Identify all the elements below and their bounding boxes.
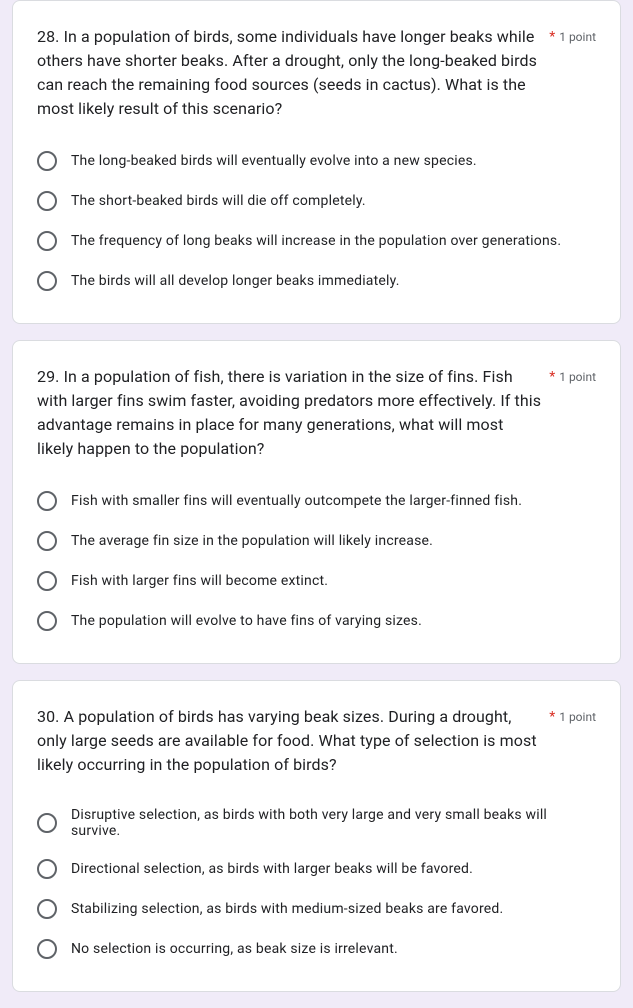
radio-icon[interactable] <box>37 191 57 211</box>
question-header: 29. In a population of fish, there is va… <box>37 365 596 461</box>
option-label: Fish with larger fins will become extinc… <box>71 573 328 589</box>
question-number: 30. <box>37 707 60 726</box>
radio-icon[interactable] <box>37 491 57 511</box>
option-label: No selection is occurring, as beak size … <box>71 941 398 957</box>
radio-icon[interactable] <box>37 531 57 551</box>
options-list: Disruptive selection, as birds with both… <box>37 799 596 967</box>
question-body: In a population of birds, some individua… <box>37 27 537 118</box>
option-row[interactable]: No selection is occurring, as beak size … <box>37 931 596 967</box>
question-header: 28. In a population of birds, some indiv… <box>37 25 596 121</box>
question-meta: * 1 point <box>549 25 596 47</box>
option-row[interactable]: The long-beaked birds will eventually ev… <box>37 143 596 179</box>
question-card: 30. A population of birds has varying be… <box>12 680 621 992</box>
points-label: 1 point <box>559 367 596 387</box>
question-text: 29. In a population of fish, there is va… <box>37 365 541 461</box>
question-number: 28. <box>37 27 60 46</box>
question-text: 30. A population of birds has varying be… <box>37 705 541 777</box>
option-row[interactable]: The average fin size in the population w… <box>37 523 596 559</box>
radio-icon[interactable] <box>37 151 57 171</box>
required-marker: * <box>549 27 555 47</box>
option-label: The frequency of long beaks will increas… <box>71 233 561 249</box>
option-label: Directional selection, as birds with lar… <box>71 861 473 877</box>
option-row[interactable]: The frequency of long beaks will increas… <box>37 223 596 259</box>
option-row[interactable]: The birds will all develop longer beaks … <box>37 263 596 299</box>
question-meta: * 1 point <box>549 705 596 727</box>
points-label: 1 point <box>559 707 596 727</box>
option-row[interactable]: Fish with smaller fins will eventually o… <box>37 483 596 519</box>
option-label: Disruptive selection, as birds with both… <box>71 807 596 839</box>
radio-icon[interactable] <box>37 271 57 291</box>
option-label: The long-beaked birds will eventually ev… <box>71 153 477 169</box>
option-row[interactable]: Stabilizing selection, as birds with med… <box>37 891 596 927</box>
option-row[interactable]: The population will evolve to have fins … <box>37 603 596 639</box>
radio-icon[interactable] <box>37 899 57 919</box>
option-label: The average fin size in the population w… <box>71 533 433 549</box>
option-row[interactable]: Disruptive selection, as birds with both… <box>37 799 596 847</box>
question-card: 29. In a population of fish, there is va… <box>12 340 621 664</box>
required-marker: * <box>549 707 555 727</box>
radio-icon[interactable] <box>37 231 57 251</box>
radio-icon[interactable] <box>37 859 57 879</box>
option-label: The population will evolve to have fins … <box>71 613 422 629</box>
option-label: The short-beaked birds will die off comp… <box>71 193 366 209</box>
radio-icon[interactable] <box>37 813 57 833</box>
options-list: Fish with smaller fins will eventually o… <box>37 483 596 639</box>
question-header: 30. A population of birds has varying be… <box>37 705 596 777</box>
required-marker: * <box>549 367 555 387</box>
question-meta: * 1 point <box>549 365 596 387</box>
question-body: A population of birds has varying beak s… <box>37 707 537 774</box>
option-row[interactable]: Directional selection, as birds with lar… <box>37 851 596 887</box>
radio-icon[interactable] <box>37 939 57 959</box>
question-number: 29. <box>37 367 60 386</box>
points-label: 1 point <box>559 27 596 47</box>
option-label: Stabilizing selection, as birds with med… <box>71 901 503 917</box>
option-label: The birds will all develop longer beaks … <box>71 273 400 289</box>
question-text: 28. In a population of birds, some indiv… <box>37 25 541 121</box>
radio-icon[interactable] <box>37 571 57 591</box>
option-label: Fish with smaller fins will eventually o… <box>71 493 522 509</box>
radio-icon[interactable] <box>37 611 57 631</box>
question-card: 28. In a population of birds, some indiv… <box>12 0 621 324</box>
option-row[interactable]: Fish with larger fins will become extinc… <box>37 563 596 599</box>
options-list: The long-beaked birds will eventually ev… <box>37 143 596 299</box>
question-body: In a population of fish, there is variat… <box>37 367 541 458</box>
option-row[interactable]: The short-beaked birds will die off comp… <box>37 183 596 219</box>
